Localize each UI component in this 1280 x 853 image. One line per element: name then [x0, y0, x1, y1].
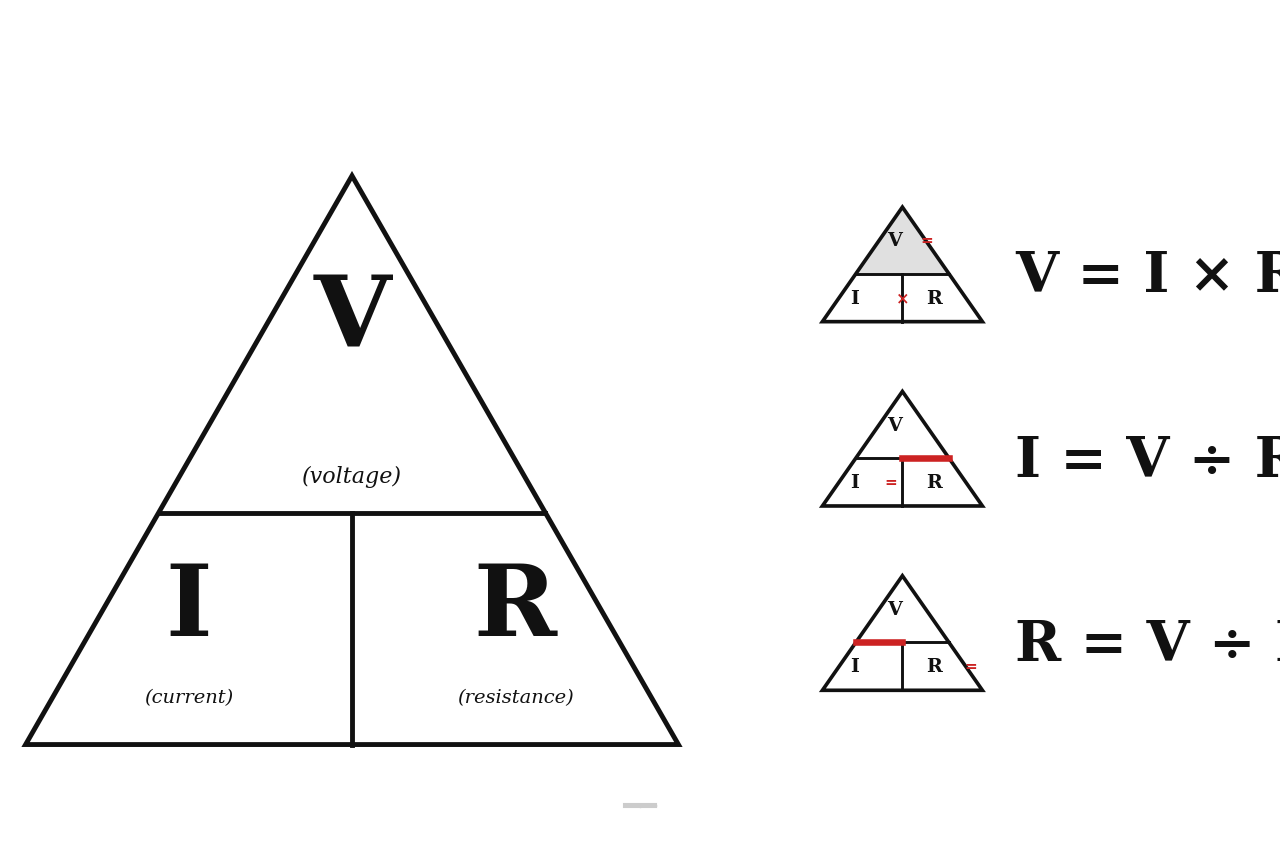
Text: V: V: [887, 232, 902, 250]
Text: I: I: [850, 658, 859, 676]
Text: R: R: [927, 473, 942, 491]
Text: Ohm's Law Triangle: Ohm's Law Triangle: [200, 31, 1080, 114]
Text: (current): (current): [145, 688, 233, 706]
Text: I: I: [850, 289, 859, 307]
Text: =: =: [920, 234, 933, 248]
Text: R = V ÷ I: R = V ÷ I: [1015, 618, 1280, 672]
Text: (voltage): (voltage): [302, 466, 402, 487]
Text: R: R: [927, 658, 942, 676]
Text: V: V: [887, 601, 902, 618]
Text: I = V ÷ R: I = V ÷ R: [1015, 433, 1280, 488]
Text: www.inchcalculator.com: www.inchcalculator.com: [506, 827, 774, 848]
Text: R: R: [474, 560, 557, 656]
Text: =: =: [965, 659, 978, 674]
Text: R: R: [927, 289, 942, 307]
Text: V: V: [314, 270, 390, 367]
Text: ×: ×: [896, 290, 909, 307]
Text: I: I: [850, 473, 859, 491]
Text: I: I: [165, 560, 212, 656]
Text: (resistance): (resistance): [457, 688, 573, 706]
Bar: [625, 804, 657, 807]
Text: V = I × R: V = I × R: [1015, 249, 1280, 304]
Text: V: V: [887, 416, 902, 434]
Polygon shape: [856, 208, 948, 274]
Text: =: =: [884, 475, 897, 490]
